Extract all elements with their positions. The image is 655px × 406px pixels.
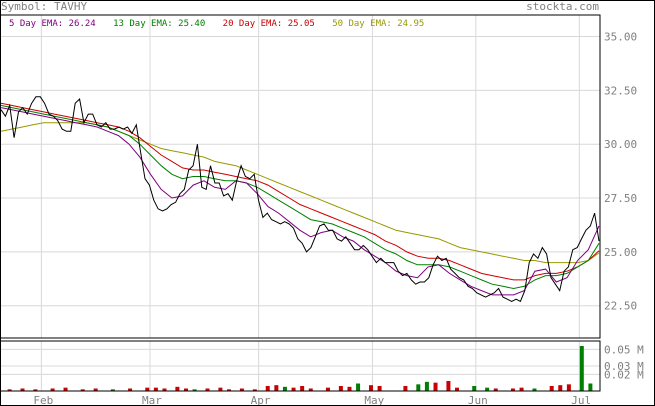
volume-bar [588,383,593,391]
x-tick-label: Feb [33,394,53,406]
volume-bar [338,386,343,391]
y-tick-label: 25.00 [604,246,637,259]
y-tick-label: 22.50 [604,300,637,313]
y-tick-label: 30.00 [604,138,637,151]
x-tick-label: Jun [468,394,488,406]
volume-bar [300,386,305,391]
volume-bar [80,389,85,391]
volume-bar [33,389,38,391]
volume-bar [356,383,361,391]
y-tick-label: 35.00 [604,31,637,44]
volume-bar [192,389,197,391]
volume-bar [7,389,12,391]
x-tick-labels: Feb Mar Apr May Jun Jul [33,394,591,406]
volume-bar [377,386,382,391]
vol-tick-label: 0.05 M [604,343,644,356]
volume-bar [239,388,244,391]
volume-bar [433,382,438,391]
volume-bar [252,389,257,391]
volume-bar [291,387,296,391]
series-line [0,96,600,303]
vol-tick-label: 0.03 M [604,360,644,373]
volume-bar [416,384,421,391]
volume-bar [128,388,133,391]
volume-bar [455,387,460,391]
price-grid [0,15,600,338]
volume-bar [183,388,188,391]
volume-bar [218,387,223,391]
volume-bar [493,388,498,391]
x-tick-label: May [364,394,384,406]
volume-bar [532,388,537,391]
volume-bar [20,388,25,391]
volume-bar [175,386,180,391]
x-tick-label: Apr [251,394,271,406]
series-line [0,104,600,290]
site-name: stockta.com [526,0,599,13]
x-tick-label: Jul [571,394,591,406]
volume-bar [558,385,563,391]
volume-bar [282,386,287,391]
y-tick-label: 32.50 [604,84,637,97]
volume-bars [7,346,593,391]
price-frame [0,14,601,339]
ema-legend: 5 Day EMA: 26.24 13 Day EMA: 25.40 20 Da… [9,19,436,29]
series-line [0,107,600,296]
volume-bar [446,381,451,391]
volume-bar [472,386,477,391]
ema-13-label: 13 Day EMA: 25.40 [113,19,206,29]
series-line [0,102,600,281]
volume-bar [63,387,68,391]
y-tick-label: 27.50 [604,192,637,205]
vol-tick-label: 0.02 M [604,368,644,381]
ema-50-label: 50 Day EMA: 24.95 [332,19,425,29]
symbol-label: Symbol: TAVHY [1,0,88,13]
volume-bar [50,388,55,391]
volume-grid [0,341,600,391]
volume-bar [308,388,313,391]
volume-bar [110,389,115,391]
volume-bar [205,388,210,391]
volume-frame [0,340,601,392]
volume-bar [162,388,167,391]
y-tick-labels: 35.00 32.50 30.00 27.50 25.00 22.50 0.05 M 0.03… [604,31,644,382]
volume-bar [485,387,490,391]
volume-bar [424,381,429,391]
volume-bar [510,388,515,391]
price-lines [0,96,600,303]
volume-bar [227,389,232,391]
volume-bar [145,387,150,391]
volume-bar [93,388,98,391]
ema-20-label: 20 Day EMA: 25.05 [222,19,315,29]
ema-5-label: 5 Day EMA: 26.24 [9,19,96,29]
volume-bar [519,387,524,391]
volume-bar [579,346,584,391]
volume-bar [368,385,373,391]
volume-bar [549,386,554,391]
volume-bar [265,386,270,391]
volume-bar [274,385,279,391]
volume-bar [347,386,352,391]
volume-bar [153,387,158,391]
volume-bar [325,387,330,391]
x-tick-label: Mar [142,394,162,406]
volume-bar [566,384,571,391]
volume-bar [403,386,408,391]
